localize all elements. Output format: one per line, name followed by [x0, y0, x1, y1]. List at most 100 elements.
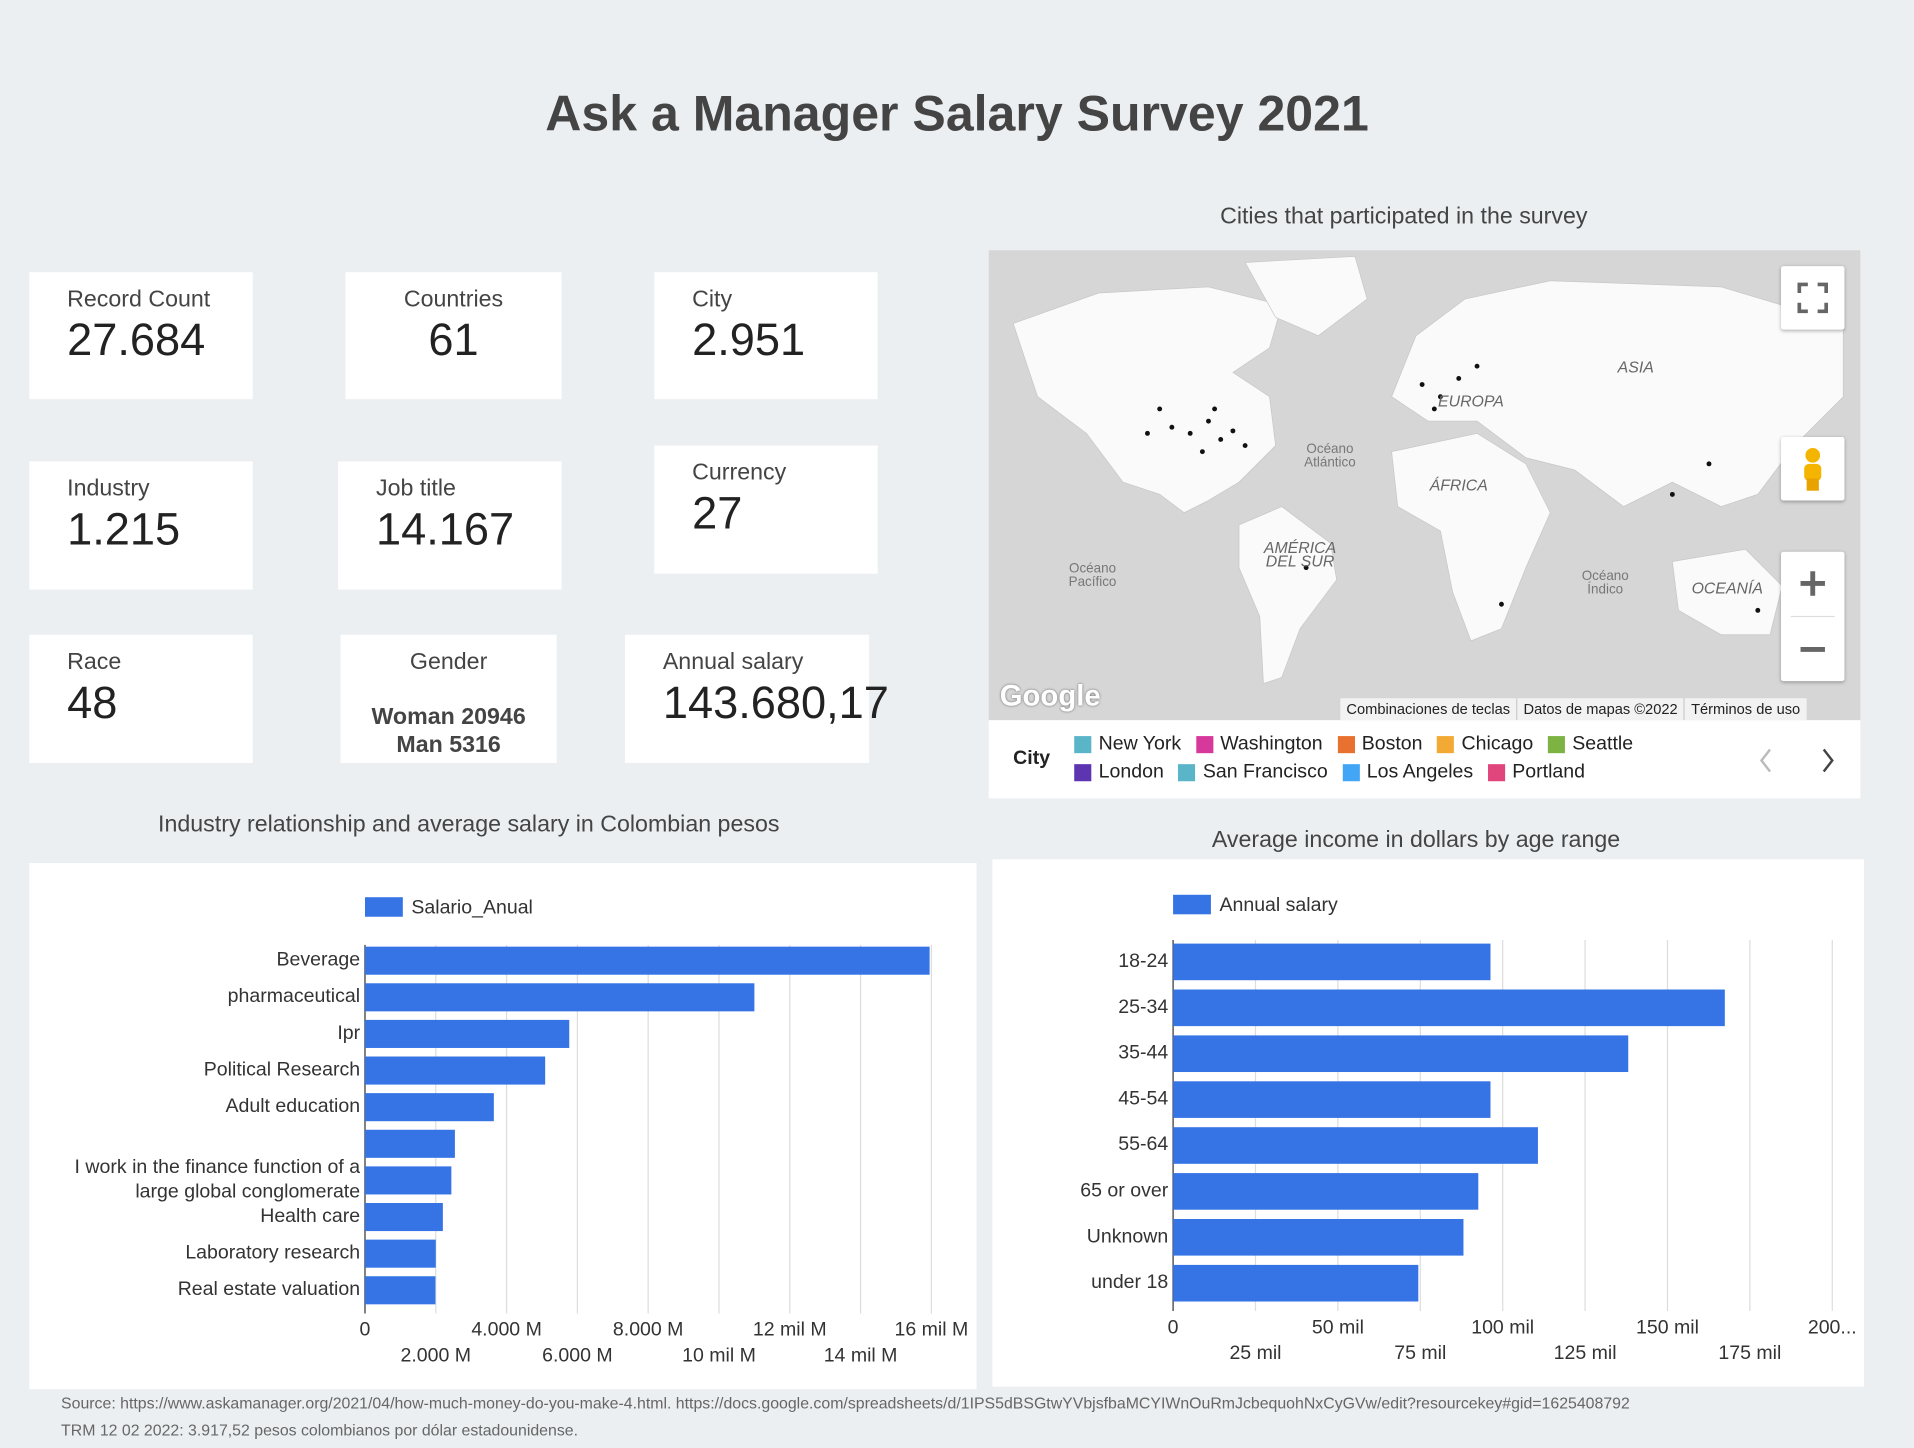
category-slot: Health care	[260, 1206, 361, 1227]
category-slot: 45-54	[1118, 1088, 1169, 1110]
x-tick-label: 6.000 M	[542, 1344, 613, 1366]
legend-item: San Francisco	[1178, 759, 1328, 786]
legend-pager[interactable]	[1746, 745, 1844, 777]
bar-chart: 0 2.000 M 4.000 M6.000 M8.000 M 10 mil M 12 …	[74, 896, 969, 1366]
attribution-link[interactable]: Combinaciones de teclas	[1340, 698, 1518, 721]
legend-title: City	[1013, 748, 1051, 770]
legend-label: Chicago	[1461, 733, 1534, 755]
y-tick-label: 65 or over	[1080, 1180, 1169, 1202]
zoom-icons	[1790, 571, 1835, 652]
y-tick-label: Real estate valuation	[177, 1279, 361, 1301]
scorecard-value: 48	[67, 677, 118, 728]
scorecard: Countries 61	[345, 272, 562, 400]
x-tick-label: 12 mil M	[753, 1319, 827, 1341]
bar	[1173, 1127, 1538, 1164]
zoom-controls	[1781, 551, 1845, 682]
map-brand: Google	[999, 679, 1101, 713]
map-label: ASIA	[1617, 357, 1654, 376]
scorecard-label: Countries	[403, 286, 504, 313]
y-tick-label: Unknown	[1086, 1226, 1169, 1248]
chart-title: Industry relationship and average salary…	[158, 811, 780, 838]
scorecard: Gender Woman 20946 Man 5316	[340, 634, 557, 763]
category-slot: 25-34	[1118, 997, 1168, 1018]
category-slot: 55-64	[1118, 1134, 1169, 1156]
chart-card: 0 2.000 M 4.000 M 6.000 M 8.000 M 10 mil M 12 …	[29, 863, 977, 1390]
bar	[364, 1019, 570, 1048]
scorecard-value: 14.167	[375, 504, 515, 555]
y-tick-label: 18-24	[1118, 950, 1169, 972]
y-tick-label: Political Research	[203, 1059, 361, 1081]
page-title: Ask a Manager Salary Survey 2021	[545, 85, 1369, 142]
category-slot: Ipr	[337, 1022, 361, 1044]
scorecard: City 2.951	[654, 272, 878, 400]
scorecard-label: Gender	[409, 649, 488, 676]
scorecard-label: City	[692, 286, 733, 313]
x-tick-label: 25 mil	[1229, 1342, 1281, 1364]
x-tick-label: 14 mil M	[824, 1344, 898, 1366]
scorecard: Annual salary 143.680,17	[624, 634, 889, 763]
x-tick-label: 200...	[1808, 1316, 1857, 1338]
category-slot: Beverage	[276, 950, 360, 971]
y-tick-label: 35-44	[1118, 1042, 1169, 1064]
category-slot: Laboratory research	[185, 1243, 360, 1264]
bar	[364, 1276, 436, 1305]
bar	[1173, 1264, 1419, 1302]
legend-label: Salario_Anual	[411, 896, 533, 918]
y-tick-label: I work in the finance function of a larg…	[74, 1157, 361, 1203]
y-tick-label: Adult education	[225, 1096, 361, 1117]
bar	[364, 1202, 443, 1232]
category-slot: Adult education	[225, 1096, 361, 1117]
bar	[364, 983, 755, 1012]
attribution-link[interactable]: Términos de uso	[1691, 700, 1801, 718]
bar	[364, 1166, 452, 1195]
x-tick-label: 150 mil	[1636, 1316, 1699, 1338]
legend-label: Washington	[1220, 733, 1323, 755]
scorecard-value: 2.951	[692, 314, 806, 365]
y-tick-label: Ipr	[337, 1022, 361, 1044]
legend-item: Seattle	[1547, 731, 1634, 758]
legend-label: New York	[1098, 733, 1182, 755]
bar	[364, 1093, 494, 1122]
y-tick-label: Health care	[260, 1206, 361, 1227]
x-tick-label: 0	[1168, 1316, 1179, 1338]
fullscreen-icon	[1797, 282, 1828, 314]
fullscreen-button[interactable]	[1781, 266, 1845, 330]
legend-swatch	[1487, 764, 1505, 782]
x-tick-label: 175 mil	[1718, 1342, 1781, 1364]
scorecard-label: Annual salary	[662, 649, 804, 676]
x-tick-label: 8.000 M	[613, 1319, 684, 1341]
attribution-text: Datos de mapas ©2022	[1517, 698, 1685, 721]
chart-card: 0 25 mil 50 mil 75 mil 100 mil 125 mil 150 mil…	[992, 859, 1865, 1387]
bar	[1173, 1218, 1464, 1256]
map-title: Cities that participated in the survey	[1220, 203, 1588, 230]
scorecard: Record Count 27.684	[29, 272, 253, 400]
scorecard: Race 48	[29, 634, 253, 763]
y-tick-label: pharmaceutical	[227, 986, 361, 1008]
map-label: Océano Índico	[1581, 568, 1629, 597]
category-slot: Political Research	[203, 1059, 361, 1081]
bar	[1173, 1035, 1629, 1073]
scorecard-value: 61	[428, 314, 479, 365]
scorecard-label: Currency	[692, 460, 787, 486]
scorecard-label: Record Count	[67, 286, 211, 313]
legend-label: San Francisco	[1202, 761, 1328, 783]
legend-items: New York Washington Boston Chicago Seattle Lo…	[1074, 731, 1697, 787]
legend-label: Portland	[1512, 761, 1586, 783]
legend-item: Portland	[1487, 759, 1586, 786]
x-tick-label: 16 mil M	[895, 1319, 969, 1341]
y-tick-label: 45-54	[1118, 1088, 1169, 1110]
legend-label: Annual salary	[1219, 894, 1337, 916]
scorecard-line: Man 5316	[396, 732, 501, 759]
bar	[1173, 943, 1491, 981]
street-view-button[interactable]	[1781, 437, 1845, 501]
category-slot: Real estate valuation	[177, 1279, 361, 1301]
legend-label: Seattle	[1572, 733, 1634, 755]
legend-item: Los Angeles	[1342, 759, 1473, 786]
y-tick-label: 55-64	[1118, 1134, 1169, 1156]
chart-title: Average income in dollars by age range	[1211, 827, 1621, 854]
legend-item: Chicago	[1437, 731, 1533, 758]
map-label: OCEANÍA	[1691, 578, 1763, 597]
x-tick-label: 2.000 M	[401, 1344, 472, 1366]
legend-swatch	[1074, 736, 1092, 754]
